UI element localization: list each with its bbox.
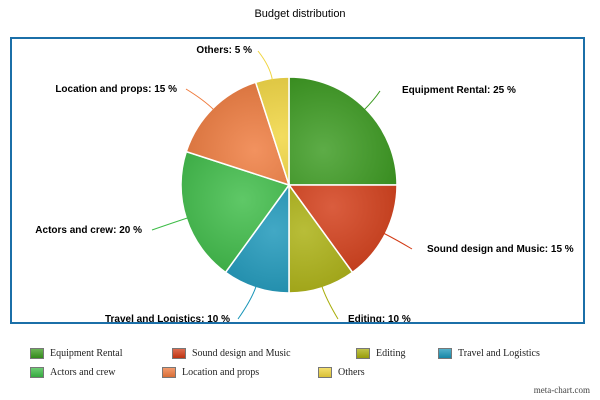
legend-label: Equipment Rental	[50, 347, 123, 359]
slice-label: Others: 5 %	[196, 45, 252, 56]
leader-line	[237, 285, 257, 320]
legend-swatch	[172, 347, 186, 359]
leader-line	[257, 50, 273, 81]
legend-swatch	[30, 347, 44, 359]
legend-label: Location and props	[182, 366, 260, 378]
leader-line	[363, 90, 381, 111]
legend-item[interactable]: Travel and Logistics	[438, 346, 540, 360]
slice-label: Travel and Logistics: 10 %	[105, 314, 230, 322]
legend-label: Others	[338, 366, 365, 378]
slice-labels: Equipment Rental: 25 % Sound design and M…	[35, 45, 574, 322]
legend-item[interactable]: Sound design and Music	[172, 346, 291, 360]
pie-chart: Equipment Rental: 25 % Sound design and M…	[35, 45, 574, 322]
watermark: meta-chart.com	[533, 385, 590, 395]
legend-swatch	[438, 347, 452, 359]
leader-line	[151, 217, 189, 231]
legend-item[interactable]: Editing	[356, 346, 405, 360]
legend-item[interactable]: Location and props	[162, 365, 259, 379]
legend-swatch	[318, 366, 332, 378]
plot-area: Equipment Rental: 25 % Sound design and M…	[10, 37, 585, 324]
legend-label: Actors and crew	[50, 366, 116, 378]
legend-swatch	[162, 366, 176, 378]
legend-swatch	[356, 347, 370, 359]
legend-item[interactable]: Others	[318, 365, 365, 379]
leader-line	[321, 285, 339, 320]
chart-title: Budget distribution	[254, 8, 346, 20]
slice-label: Sound design and Music: 15 %	[427, 244, 574, 255]
leader-line	[185, 88, 215, 111]
legend-swatch	[30, 366, 44, 378]
leader-line	[383, 232, 413, 250]
slice-label: Location and props: 15 %	[55, 84, 177, 95]
legend-item[interactable]: Equipment Rental	[30, 346, 123, 360]
slice-label: Editing: 10 %	[348, 314, 411, 322]
legend-item[interactable]: Actors and crew	[30, 365, 116, 379]
legend-label: Sound design and Music	[192, 347, 291, 359]
legend-label: Editing	[376, 347, 406, 359]
slice-label: Actors and crew: 20 %	[35, 225, 142, 236]
pie-slice-equipment-rental[interactable]	[288, 76, 398, 186]
legend-label: Travel and Logistics	[458, 347, 540, 359]
slice-label: Equipment Rental: 25 %	[402, 85, 516, 96]
label-leaders	[151, 50, 413, 320]
